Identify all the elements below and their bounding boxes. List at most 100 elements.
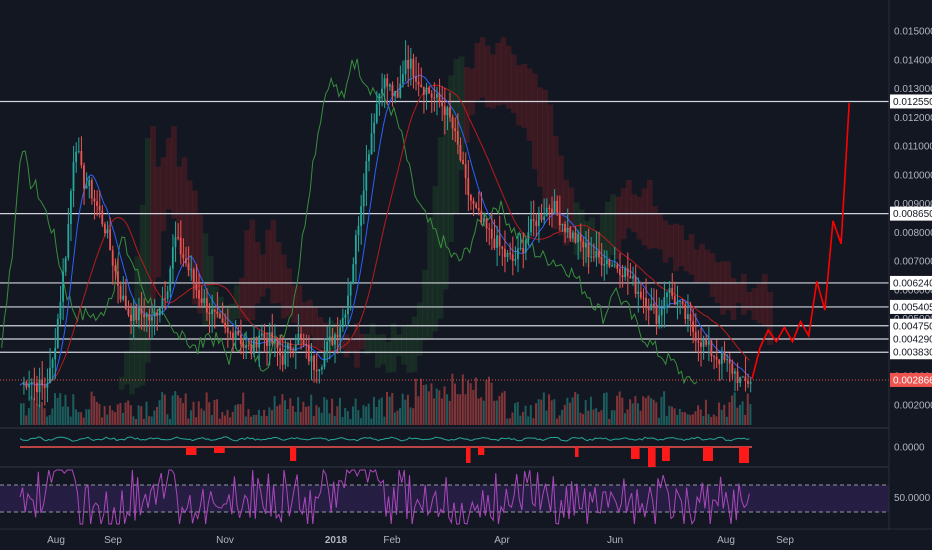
candle-body [399,83,402,98]
cloud-segment [568,187,575,243]
candle-body [438,93,441,103]
price-scale-label: 0.011000 [894,142,932,153]
cloud-segment [411,316,418,373]
volume-bar [213,399,216,425]
cloud-segment [275,241,282,304]
candle-body [412,58,415,77]
cloud-segment [558,155,564,236]
volume-bar [299,411,302,425]
projection-path [751,102,850,380]
volume-bar [710,417,713,425]
oscillator-histogram-bar [703,447,713,461]
candle-body [200,298,203,303]
price-axis[interactable]: 0.015000 0.014000 0.013000 0.012000 0.011000… [888,0,932,530]
volume-bar [542,392,545,425]
candle-body [519,247,522,249]
volume-bar [124,402,127,425]
oscillator-panel[interactable]: 0.0000 [19,436,925,467]
volume-bar [396,410,399,425]
candle-body [739,376,742,384]
volume-bar [482,400,485,425]
rsi-scale-label: 50.0000 [894,493,931,504]
candle-body [577,234,579,243]
candle-body [545,207,548,217]
candle-body [527,232,530,241]
volume-bar [412,408,415,425]
current-price-tag [890,372,932,387]
candle-body [394,91,396,97]
candle-body [234,330,237,340]
candle-body [164,298,166,300]
candle-body [666,292,668,298]
volume-bar [545,410,548,425]
volume-bar [260,415,263,425]
volume-bar [148,416,151,425]
volume-bar [82,417,85,425]
cloud-segment [239,277,245,319]
volume-bar [48,415,51,425]
candle-body [388,84,391,87]
volume-bar [163,394,166,425]
price-panel[interactable] [0,37,889,468]
volume-bar [469,383,472,425]
volume-bar [200,408,203,425]
candle-body [700,342,702,347]
candle-body [548,207,551,209]
volume-bar [341,417,344,425]
volume-bar [331,398,334,425]
cloud-segment [490,54,496,109]
volume-bar [409,407,412,425]
volume-bar [357,410,360,425]
cloud-segment [364,333,371,355]
candle-body [697,341,700,343]
volume-bar [370,418,373,425]
candle-body [595,250,598,258]
candle-body [642,297,645,299]
level-tag-text: 0.004290 [893,335,932,346]
volume-bar [284,400,287,425]
volume-bar [508,418,511,425]
volume-bar [263,409,266,425]
cloud-segment [171,126,177,219]
cloud-segment [625,180,632,229]
time-axis[interactable]: Aug Sep Nov 2018 Feb Apr Jun Aug Sep [0,528,932,546]
candle-body [179,237,182,255]
candle-body [93,198,96,202]
candle-body [579,234,582,242]
candle-body [156,312,159,316]
candle-body [668,288,671,293]
candle-body [459,144,462,161]
cloud-segment [735,283,742,303]
candle-body [425,87,428,95]
volume-bar [681,411,684,425]
volume-bar [388,396,391,425]
candle-body [747,381,749,384]
rsi-panel[interactable]: 50.0000 [0,468,931,526]
candle-body [124,295,127,309]
volume-bar [43,408,46,425]
volume-bar [440,398,443,425]
volume-bar [352,406,355,425]
ichimoku-cloud [118,37,773,395]
current-price-tag-text: 0.002866 [893,375,932,386]
oscillator-histogram-bar [290,447,297,461]
candle-body [284,349,287,365]
cloud-segment [301,302,308,337]
volume-bar [98,403,101,425]
candle-body [43,385,46,388]
volume-bar [176,395,179,425]
level-tag-text: 0.006240 [893,278,932,289]
candle-body [166,291,169,299]
volume-bar [689,414,692,425]
candle-body [632,276,634,279]
candle-body [713,356,715,358]
candle-body [67,224,70,258]
candle-body [637,291,640,294]
cloud-segment [270,219,277,304]
cloud-segment [605,201,611,267]
volume-bar [448,400,451,425]
volume-bar [514,403,517,425]
candle-body [744,376,747,382]
